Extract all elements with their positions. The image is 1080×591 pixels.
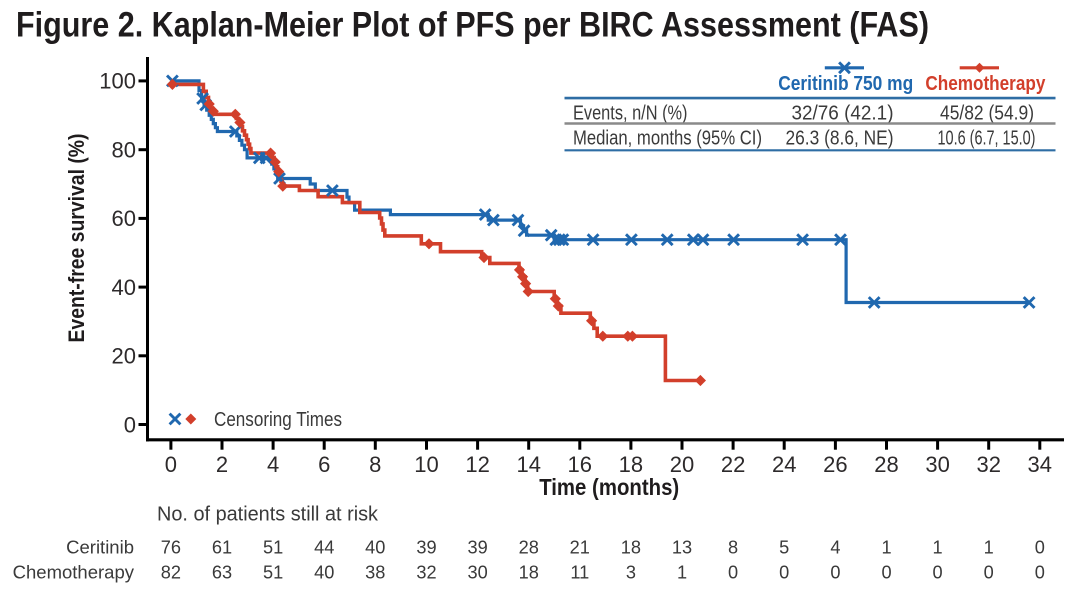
svg-text:22: 22 <box>721 452 745 477</box>
svg-text:45/82 (54.9): 45/82 (54.9) <box>940 103 1034 125</box>
svg-text:44: 44 <box>314 537 334 557</box>
svg-text:20: 20 <box>112 344 136 369</box>
svg-text:0: 0 <box>830 562 840 582</box>
svg-text:Ceritinib: Ceritinib <box>66 536 134 557</box>
svg-text:8: 8 <box>728 537 738 557</box>
svg-text:38: 38 <box>365 562 385 582</box>
svg-text:40: 40 <box>112 275 136 300</box>
svg-text:28: 28 <box>519 537 539 557</box>
svg-text:Censoring Times: Censoring Times <box>214 409 342 431</box>
svg-text:12: 12 <box>465 452 489 477</box>
svg-text:30: 30 <box>467 562 487 582</box>
svg-text:60: 60 <box>112 206 136 231</box>
svg-text:26.3 (8.6, NE): 26.3 (8.6, NE) <box>786 128 894 150</box>
svg-text:61: 61 <box>212 537 232 557</box>
svg-text:51: 51 <box>263 562 283 582</box>
svg-text:32: 32 <box>976 452 1000 477</box>
svg-text:34: 34 <box>1028 452 1052 477</box>
svg-text:0: 0 <box>165 452 177 477</box>
svg-text:0: 0 <box>728 562 738 582</box>
svg-text:1: 1 <box>677 562 687 582</box>
svg-text:10.6 (6.7, 15.0): 10.6 (6.7, 15.0) <box>938 128 1036 150</box>
svg-text:Ceritinib 750 mg: Ceritinib 750 mg <box>778 73 913 95</box>
svg-text:24: 24 <box>772 452 796 477</box>
svg-text:32: 32 <box>416 562 436 582</box>
svg-text:76: 76 <box>161 537 181 557</box>
svg-text:0: 0 <box>1035 537 1045 557</box>
svg-text:Chemotherapy: Chemotherapy <box>13 561 135 582</box>
svg-text:100: 100 <box>99 69 136 94</box>
svg-text:13: 13 <box>672 537 692 557</box>
svg-text:14: 14 <box>516 452 540 477</box>
svg-text:82: 82 <box>161 562 181 582</box>
svg-text:1: 1 <box>881 537 891 557</box>
svg-text:Median, months (95% CI): Median, months (95% CI) <box>573 128 762 150</box>
svg-text:0: 0 <box>124 412 136 437</box>
svg-text:39: 39 <box>467 537 487 557</box>
svg-text:0: 0 <box>984 562 994 582</box>
svg-text:Event-free survival (%): Event-free survival (%) <box>64 134 89 343</box>
svg-text:10: 10 <box>414 452 438 477</box>
svg-text:Figure 2. Kaplan-Meier Plot of: Figure 2. Kaplan-Meier Plot of PFS per B… <box>16 6 929 45</box>
svg-text:40: 40 <box>365 537 385 557</box>
svg-text:20: 20 <box>670 452 694 477</box>
svg-text:32/76 (42.1): 32/76 (42.1) <box>792 103 894 125</box>
svg-text:18: 18 <box>619 452 643 477</box>
svg-text:No. of patients still at risk: No. of patients still at risk <box>157 504 379 526</box>
svg-text:0: 0 <box>1035 562 1045 582</box>
svg-text:11: 11 <box>570 562 589 582</box>
svg-text:5: 5 <box>779 537 789 557</box>
svg-text:6: 6 <box>318 452 330 477</box>
svg-text:Chemotherapy: Chemotherapy <box>925 73 1046 95</box>
svg-text:1: 1 <box>984 537 994 557</box>
svg-text:16: 16 <box>568 452 592 477</box>
svg-text:4: 4 <box>267 452 279 477</box>
svg-text:4: 4 <box>830 537 840 557</box>
svg-text:21: 21 <box>570 537 590 557</box>
svg-text:28: 28 <box>874 452 898 477</box>
svg-text:8: 8 <box>369 452 381 477</box>
svg-text:80: 80 <box>112 138 136 163</box>
svg-text:Time (months): Time (months) <box>539 474 679 500</box>
svg-text:18: 18 <box>519 562 539 582</box>
svg-text:Events, n/N (%): Events, n/N (%) <box>573 103 688 125</box>
svg-text:18: 18 <box>621 537 641 557</box>
svg-text:0: 0 <box>933 562 943 582</box>
svg-text:63: 63 <box>212 562 232 582</box>
svg-text:0: 0 <box>779 562 789 582</box>
svg-text:0: 0 <box>881 562 891 582</box>
svg-text:39: 39 <box>416 537 436 557</box>
svg-text:3: 3 <box>626 562 636 582</box>
svg-text:1: 1 <box>933 537 943 557</box>
svg-text:26: 26 <box>823 452 847 477</box>
svg-text:51: 51 <box>263 537 283 557</box>
svg-text:40: 40 <box>314 562 334 582</box>
svg-text:2: 2 <box>216 452 228 477</box>
svg-text:30: 30 <box>925 452 949 477</box>
